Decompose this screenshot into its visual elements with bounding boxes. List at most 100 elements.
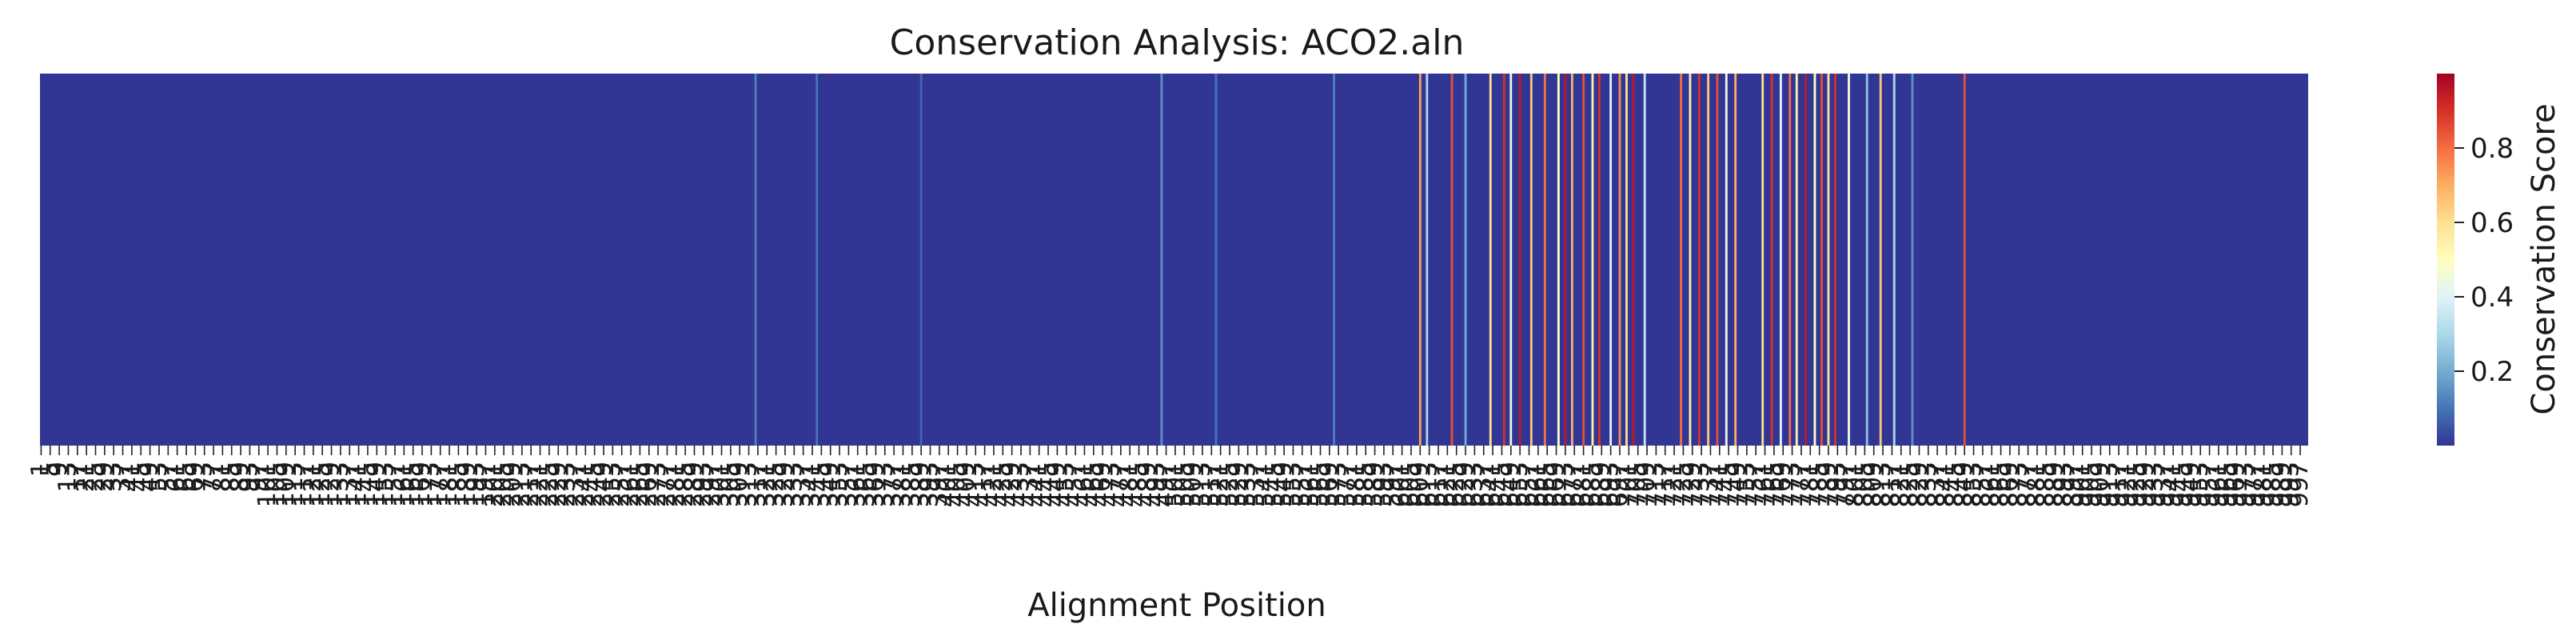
heatmap-cell xyxy=(1598,74,1601,446)
heatmap-cell xyxy=(1643,74,1646,446)
heatmap-cell xyxy=(1734,74,1737,446)
x-tick-label: 573 xyxy=(1324,462,1352,507)
heatmap-cell xyxy=(1697,74,1701,446)
x-tick-label: 245 xyxy=(580,462,608,507)
x-tick-label: 133 xyxy=(326,462,354,507)
x-tick-label: 553 xyxy=(1278,462,1306,507)
x-tick-label: 941 xyxy=(2159,462,2187,507)
x-tick-label: 461 xyxy=(1070,462,1098,507)
x-axis-tick-labels: 1591317212529333741454953576165697377818… xyxy=(26,462,2314,507)
x-tick-label: 441 xyxy=(1025,462,1053,507)
heatmap-cell xyxy=(1570,74,1573,446)
x-tick-label: 73 xyxy=(190,462,218,492)
x-tick-label: 169 xyxy=(408,462,436,507)
x-tick-label: 853 xyxy=(1960,462,1988,507)
x-tick-label: 269 xyxy=(635,462,663,507)
x-tick-label: 433 xyxy=(1007,462,1035,507)
x-tick-label: 5 xyxy=(36,462,64,477)
x-tick-label: 909 xyxy=(2086,462,2114,507)
x-tick-label: 673 xyxy=(1551,462,1579,507)
x-tick-label: 849 xyxy=(1950,462,1978,507)
x-tick-label: 637 xyxy=(1469,462,1497,507)
x-tick-label: 581 xyxy=(1342,462,1370,507)
colorbar-tick-label: 0.6 xyxy=(2470,207,2514,239)
x-tick-label: 929 xyxy=(2131,462,2159,507)
x-tick-label: 13 xyxy=(54,462,82,492)
x-tick-label: 305 xyxy=(716,462,744,507)
x-tick-label: 809 xyxy=(1860,462,1888,507)
colorbar-label: Conservation Score xyxy=(2526,103,2562,414)
heatmap-cell xyxy=(1529,74,1533,446)
x-tick-label: 97 xyxy=(245,462,273,492)
heatmap-cell xyxy=(1418,74,1422,446)
heatmap-cell xyxy=(1518,74,1521,446)
heatmap-cell xyxy=(1509,74,1513,446)
x-tick-label: 569 xyxy=(1315,462,1343,507)
heatmap-cell xyxy=(1632,74,1635,446)
x-tick-label: 425 xyxy=(988,462,1016,507)
heatmap-cell xyxy=(1489,74,1492,446)
x-tick-label: 293 xyxy=(689,462,717,507)
x-tick-label: 733 xyxy=(1687,462,1715,507)
heatmap-cell xyxy=(919,74,923,446)
heatmap-cell xyxy=(1804,74,1808,446)
x-tick-label: 641 xyxy=(1478,462,1506,507)
x-tick-label: 277 xyxy=(652,462,680,507)
x-tick-label: 693 xyxy=(1597,462,1625,507)
x-tick-label: 221 xyxy=(526,462,554,507)
x-tick-label: 801 xyxy=(1841,462,1869,507)
x-tick-label: 677 xyxy=(1560,462,1588,507)
x-tick-label: 973 xyxy=(2231,462,2259,507)
x-tick-label: 797 xyxy=(1832,462,1860,507)
x-tick-label: 397 xyxy=(925,462,953,507)
x-tick-label: 613 xyxy=(1415,462,1443,507)
x-tick-label: 137 xyxy=(335,462,363,507)
x-tick-label: 201 xyxy=(481,462,508,507)
x-tick-label: 649 xyxy=(1497,462,1525,507)
heatmap-cell xyxy=(1848,74,1850,446)
x-tick-label: 149 xyxy=(362,462,390,507)
x-tick-label: 225 xyxy=(535,462,563,507)
chart-title: Conservation Analysis: ACO2.aln xyxy=(890,22,1465,63)
x-tick-label: 265 xyxy=(625,462,653,507)
heatmap-cell xyxy=(1464,74,1467,446)
x-tick-label: 957 xyxy=(2195,462,2223,507)
x-tick-label: 481 xyxy=(1115,462,1143,507)
x-tick-label: 905 xyxy=(2077,462,2105,507)
x-tick-label: 541 xyxy=(1251,462,1279,507)
x-tick-label: 777 xyxy=(1787,462,1815,507)
x-tick-label: 893 xyxy=(2050,462,2078,507)
heatmap-cell xyxy=(1779,74,1782,446)
x-tick-label: 257 xyxy=(608,462,636,507)
x-tick-label: 605 xyxy=(1397,462,1425,507)
x-tick-label: 601 xyxy=(1388,462,1416,507)
x-tick-label: 689 xyxy=(1587,462,1615,507)
colorbar: 0.2 0.4 0.6 0.8 Conservation Score xyxy=(2437,74,2562,446)
x-tick-label: 229 xyxy=(544,462,572,507)
x-tick-label: 805 xyxy=(1850,462,1878,507)
x-tick-label: 473 xyxy=(1097,462,1125,507)
x-tick-label: 877 xyxy=(2014,462,2042,507)
x-tick-label: 297 xyxy=(698,462,726,507)
heatmap-cell xyxy=(1827,74,1830,446)
x-tick-label: 349 xyxy=(816,462,844,507)
x-tick-label: 117 xyxy=(290,462,318,507)
x-tick-label: 285 xyxy=(671,462,699,507)
heatmap-cell xyxy=(1716,74,1719,446)
x-tick-label: 989 xyxy=(2267,462,2295,507)
x-tick-label: 945 xyxy=(2168,462,2196,507)
x-tick-label: 873 xyxy=(2004,462,2032,507)
colorbar-gradient xyxy=(2437,74,2454,446)
x-tick-label: 357 xyxy=(834,462,862,507)
x-tick-label: 57 xyxy=(154,462,181,492)
x-tick-label: 769 xyxy=(1769,462,1796,507)
x-tick-label: 937 xyxy=(2150,462,2178,507)
x-tick-label: 301 xyxy=(708,462,736,507)
x-tick-label: 25 xyxy=(82,462,110,492)
x-tick-label: 617 xyxy=(1424,462,1452,507)
x-axis-ticks xyxy=(40,446,2301,455)
x-tick-label: 741 xyxy=(1705,462,1733,507)
x-tick-label: 813 xyxy=(1868,462,1896,507)
x-tick-label: 669 xyxy=(1542,462,1570,507)
